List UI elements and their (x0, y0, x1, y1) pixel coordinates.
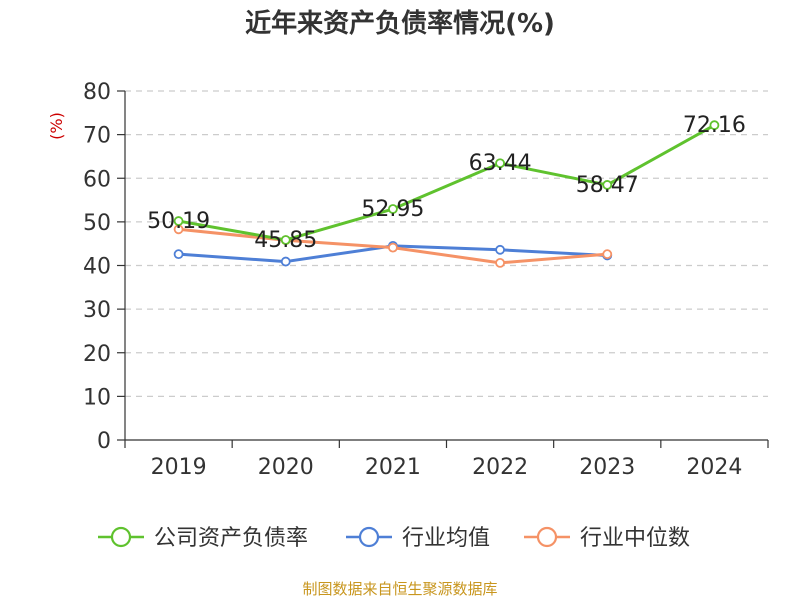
series-group (173, 120, 720, 268)
data-label: 58.47 (576, 173, 639, 198)
data-point[interactable] (709, 120, 720, 131)
x-tick-label: 2023 (579, 455, 635, 480)
data-point[interactable] (602, 180, 613, 190)
data-point[interactable] (388, 204, 398, 214)
y-tick-label: 40 (83, 255, 111, 280)
legend-item[interactable]: 公司资产负债率 (98, 526, 308, 551)
y-tick-label: 10 (83, 385, 111, 410)
y-axis-label: (%) (47, 112, 66, 140)
data-point[interactable] (495, 158, 505, 169)
legend-swatch-marker (110, 526, 132, 548)
data-label: 72.16 (683, 113, 746, 138)
y-tick-label: 70 (83, 124, 111, 149)
data-label: 63.44 (469, 151, 532, 176)
legend-item[interactable]: 行业中位数 (524, 526, 690, 551)
legend-label: 公司资产负债率 (154, 526, 308, 551)
data-point[interactable] (173, 249, 184, 260)
x-tick-label: 2020 (258, 455, 314, 480)
x-tick-label: 2024 (686, 455, 742, 480)
data-label: 50.19 (147, 209, 210, 234)
legend-label: 行业中位数 (580, 526, 690, 551)
data-labels: 50.19 45.85 52.95 63.44 58.47 72.16 (147, 113, 746, 253)
data-point[interactable] (495, 244, 505, 255)
y-tick-label: 30 (83, 298, 111, 323)
y-tick-label: 60 (83, 167, 111, 192)
legend-label: 行业均值 (402, 526, 490, 551)
legend[interactable]: 公司资产负债率 行业均值 行业中位数 (98, 526, 690, 551)
chart-title: 近年来资产负债率情况(%) (245, 8, 555, 39)
series-line (177, 123, 716, 242)
data-point[interactable] (388, 242, 398, 253)
data-point[interactable] (280, 256, 291, 267)
data-label: 45.85 (254, 228, 317, 253)
legend-item[interactable]: 行业均值 (346, 526, 490, 551)
x-tick-label: 2021 (365, 455, 421, 480)
data-point[interactable] (173, 216, 184, 226)
data-point[interactable] (495, 257, 505, 268)
y-tick-label: 20 (83, 342, 111, 367)
axes: 0 10 20 30 40 50 60 70 80 2019 2020 2021 2022 2023 202… (83, 80, 769, 480)
legend-swatch-marker (358, 526, 380, 548)
y-tick-label: 80 (83, 80, 111, 105)
x-tick-label: 2022 (472, 455, 528, 480)
data-point[interactable] (280, 235, 291, 245)
grid-lines (125, 90, 768, 397)
y-tick-label: 0 (97, 429, 111, 454)
y-tick-label: 50 (83, 211, 111, 236)
source-note: 制图数据来自恒生聚源数据库 (302, 580, 497, 598)
data-label: 52.95 (361, 197, 424, 222)
legend-swatch-marker (536, 526, 558, 548)
data-point[interactable] (602, 249, 613, 260)
x-tick-label: 2019 (151, 455, 207, 480)
